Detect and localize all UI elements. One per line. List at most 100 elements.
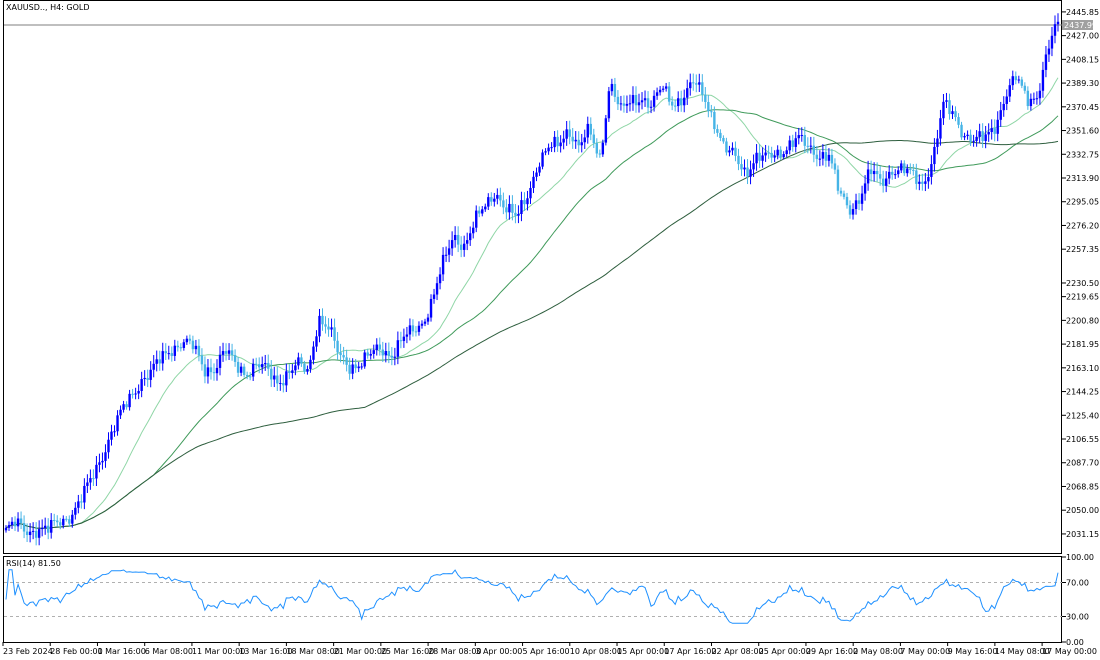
candle (4, 525, 8, 533)
candle (821, 144, 825, 166)
candle (716, 124, 719, 137)
candle (869, 160, 873, 182)
candle (22, 515, 26, 539)
candle (909, 163, 912, 175)
candle (815, 146, 819, 167)
candle (251, 358, 255, 382)
candle (897, 166, 900, 178)
rsi-tick-label: 30.00 (1066, 613, 1089, 622)
candle (860, 185, 864, 211)
candle (637, 93, 641, 113)
candle (924, 172, 927, 192)
candle (990, 119, 993, 140)
candle (37, 520, 41, 546)
rsi-line (5, 569, 1059, 624)
candle (583, 129, 586, 149)
candle (966, 130, 969, 140)
candle (16, 512, 20, 532)
candle (773, 150, 776, 163)
candle (188, 334, 192, 345)
candle (472, 221, 475, 239)
candle (673, 99, 677, 112)
candle (1032, 92, 1036, 105)
candle (164, 343, 167, 361)
candle (89, 469, 92, 490)
candle (857, 193, 861, 211)
candle (312, 341, 315, 365)
candle (887, 165, 891, 185)
price-tick-label: 2144.25 (1066, 388, 1099, 397)
candle (366, 348, 369, 359)
candle (80, 494, 83, 509)
candle (839, 187, 843, 197)
candle (420, 320, 424, 329)
candle (450, 231, 454, 256)
candle (568, 120, 571, 145)
candle (894, 169, 897, 180)
candle (83, 478, 86, 510)
candle (330, 318, 333, 337)
candle (875, 162, 879, 182)
candle (459, 236, 463, 258)
candle (661, 85, 665, 93)
time-tick-label: 9 May 16:00 (948, 647, 998, 656)
rsi-tick-label: 0.00 (1066, 638, 1084, 647)
candle (1035, 91, 1039, 105)
candle (218, 346, 222, 376)
candle (50, 513, 53, 539)
candle (261, 356, 264, 374)
candle (833, 158, 837, 175)
candle (999, 101, 1002, 127)
candle (508, 195, 511, 220)
candle (692, 73, 695, 91)
candle (652, 90, 656, 112)
candle (285, 363, 288, 393)
candle (372, 344, 375, 359)
candle (737, 148, 740, 171)
candle (915, 163, 918, 190)
time-tick-label: 13 Mar 16:00 (239, 647, 292, 656)
candle (1014, 71, 1017, 85)
time-tick-label: 15 Apr 00:00 (617, 647, 669, 656)
candle (930, 155, 933, 185)
candle (1026, 86, 1030, 110)
candle (851, 203, 855, 220)
candle (19, 511, 23, 530)
candle (348, 357, 351, 380)
price-panel[interactable] (3, 0, 1062, 554)
candle (589, 117, 592, 141)
candle (1050, 26, 1054, 57)
candle (321, 308, 324, 331)
candle (1044, 45, 1048, 78)
price-tick-label: 2230.50 (1066, 279, 1099, 288)
price-tick-label: 2200.80 (1066, 316, 1099, 325)
candle (65, 516, 68, 522)
price-tick-label: 2087.70 (1066, 459, 1099, 468)
candle (939, 109, 942, 146)
candle (722, 135, 725, 144)
candle (755, 144, 758, 171)
candle (1008, 78, 1011, 103)
price-tick-label: 2370.45 (1066, 103, 1099, 112)
rsi-panel[interactable] (3, 556, 1062, 643)
time-tick-label: 5 Apr 16:00 (523, 647, 570, 656)
candle (254, 357, 258, 370)
candle (279, 374, 282, 391)
candle (785, 146, 788, 158)
candle (601, 139, 605, 157)
candle (616, 90, 620, 110)
candle (622, 95, 626, 113)
candle (28, 523, 32, 543)
candle (333, 318, 336, 349)
candle (484, 203, 487, 212)
candle (972, 134, 975, 147)
time-tick-label: 21 Mar 00:00 (334, 647, 387, 656)
candle (523, 192, 526, 211)
candle (592, 128, 595, 149)
candle (565, 120, 568, 146)
time-tick-label: 23 Feb 2024 (3, 647, 53, 656)
candle (77, 494, 80, 514)
candle (390, 347, 394, 366)
